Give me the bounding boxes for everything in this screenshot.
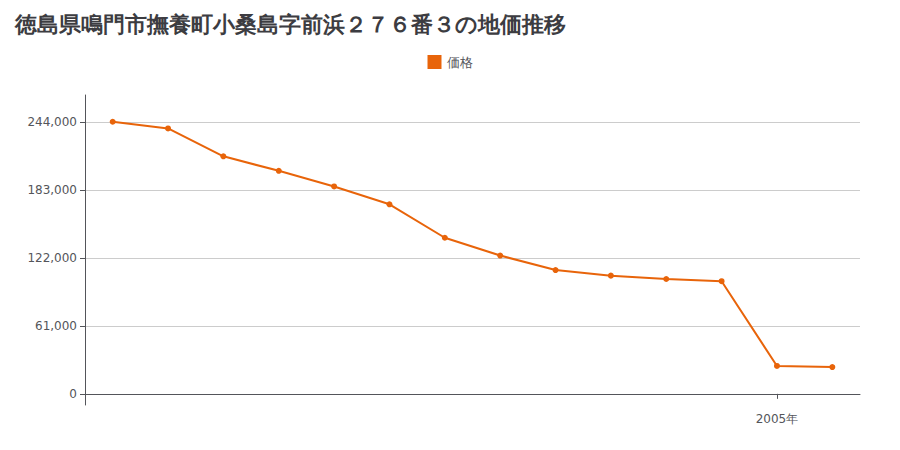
svg-text:183,000: 183,000 (27, 183, 77, 197)
svg-text:徳島県鳴門市撫養町小桑島字前浜２７６番３の地価推移: 徳島県鳴門市撫養町小桑島字前浜２７６番３の地価推移 (14, 12, 566, 37)
svg-text:122,000: 122,000 (27, 251, 77, 265)
svg-text:価格: 価格 (447, 55, 473, 70)
svg-text:61,000: 61,000 (35, 319, 77, 333)
svg-text:2005年: 2005年 (756, 412, 799, 426)
svg-text:0: 0 (69, 387, 77, 401)
svg-text:244,000: 244,000 (27, 115, 77, 129)
